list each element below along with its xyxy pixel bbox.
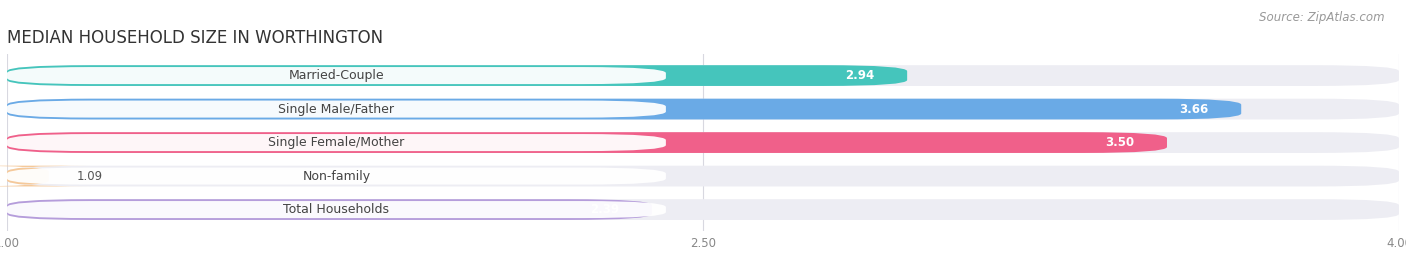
Text: Source: ZipAtlas.com: Source: ZipAtlas.com [1260,11,1385,24]
Text: 2.39: 2.39 [591,203,620,216]
Text: MEDIAN HOUSEHOLD SIZE IN WORTHINGTON: MEDIAN HOUSEHOLD SIZE IN WORTHINGTON [7,29,384,47]
Text: Non-family: Non-family [302,169,371,183]
FancyBboxPatch shape [0,166,90,186]
FancyBboxPatch shape [7,134,666,151]
FancyBboxPatch shape [7,166,1399,186]
FancyBboxPatch shape [7,99,1399,119]
FancyBboxPatch shape [7,67,666,84]
FancyBboxPatch shape [7,65,1399,86]
Text: Total Households: Total Households [284,203,389,216]
Text: 2.94: 2.94 [845,69,875,82]
FancyBboxPatch shape [7,99,1241,119]
Text: Single Male/Father: Single Male/Father [278,102,395,116]
FancyBboxPatch shape [7,101,666,118]
FancyBboxPatch shape [7,132,1399,153]
Text: Single Female/Mother: Single Female/Mother [269,136,405,149]
FancyBboxPatch shape [7,132,1167,153]
Text: Married-Couple: Married-Couple [288,69,384,82]
FancyBboxPatch shape [7,201,666,218]
Text: 3.66: 3.66 [1180,102,1209,116]
FancyBboxPatch shape [7,199,652,220]
FancyBboxPatch shape [7,65,907,86]
Text: 3.50: 3.50 [1105,136,1135,149]
Text: 1.09: 1.09 [77,169,103,183]
FancyBboxPatch shape [7,168,666,185]
FancyBboxPatch shape [7,199,1399,220]
